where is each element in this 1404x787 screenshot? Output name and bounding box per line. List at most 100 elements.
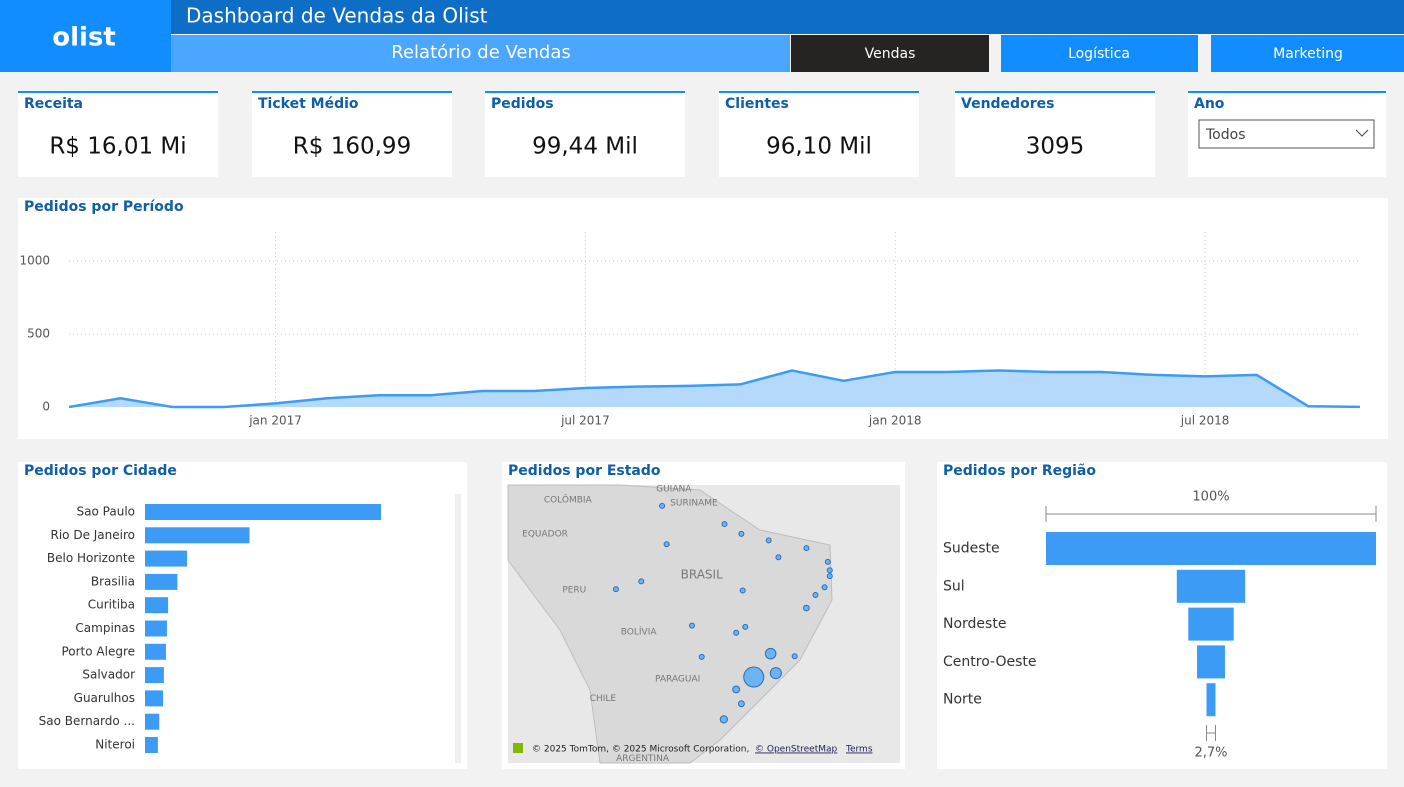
- category-label: Belo Horizonte: [47, 551, 135, 565]
- y-tick-label: 1000: [19, 254, 50, 268]
- funnel-bar: [1206, 683, 1216, 717]
- x-tick-label: jan 2017: [248, 414, 302, 428]
- logo-box: [0, 0, 171, 72]
- map-label: GUIANA: [656, 484, 692, 494]
- bubble: [765, 537, 772, 544]
- kpi-card: [18, 91, 218, 177]
- bar: [145, 667, 164, 684]
- bubble: [737, 700, 745, 708]
- kpi-value: 96,10 Mil: [766, 134, 872, 160]
- funnel-bar: [1188, 607, 1234, 641]
- card-border: [955, 91, 1155, 93]
- kpi-card: [485, 91, 685, 177]
- bubble: [739, 587, 746, 594]
- dropdown-value[interactable]: Todos: [1205, 127, 1245, 143]
- card-border: [252, 91, 452, 93]
- funnel-bottom-label: 2,7%: [1194, 746, 1227, 761]
- bubble: [826, 567, 833, 574]
- kpi-label: Receita: [24, 96, 83, 112]
- dropdown[interactable]: [1198, 119, 1375, 149]
- attribution-link[interactable]: © OpenStreetMap: [755, 745, 838, 755]
- map-label: PERU: [562, 585, 586, 595]
- category-label: Campinas: [75, 621, 135, 635]
- y-tick-label: 500: [27, 327, 50, 341]
- title: Dashboard de Vendas da Olist: [186, 4, 488, 28]
- x-tick-label: jul 2018: [1180, 414, 1230, 428]
- card-border: [485, 91, 685, 93]
- bar: [145, 643, 166, 660]
- bubble: [812, 592, 819, 599]
- subtitle: Relatório de Vendas: [391, 42, 570, 63]
- kpi-card: [955, 91, 1155, 177]
- category-label: Salvador: [82, 668, 135, 682]
- kpi-value: 3095: [1026, 134, 1085, 160]
- bubble: [733, 629, 740, 636]
- area: [69, 370, 1360, 407]
- category-label: Norte: [943, 692, 982, 708]
- bar: [145, 597, 169, 614]
- bracket: [1045, 506, 1377, 522]
- bar: [145, 573, 178, 590]
- bubble: [791, 653, 798, 660]
- category-label: Guarulhos: [74, 691, 135, 705]
- logo: olist: [52, 23, 116, 53]
- kpi-label: Ticket Médio: [258, 96, 359, 112]
- bubble: [743, 666, 765, 688]
- chart-title: Pedidos por Período: [24, 199, 184, 215]
- category-label: Rio De Janeiro: [51, 528, 136, 542]
- category-label: Sudeste: [943, 541, 1000, 557]
- tab[interactable]: [1211, 35, 1404, 72]
- funnel-bar: [1046, 532, 1376, 565]
- category-label: Sao Paulo: [77, 505, 135, 519]
- bracket: [1206, 725, 1216, 741]
- subtitle-bar: [171, 35, 790, 72]
- card-border: [1188, 91, 1386, 93]
- tab-label[interactable]: Marketing: [1273, 46, 1343, 62]
- map-label: CHILE: [590, 694, 617, 704]
- category-label: Nordeste: [943, 616, 1006, 632]
- bar: [145, 620, 167, 637]
- category-label: Porto Alegre: [61, 644, 135, 658]
- panel: [937, 462, 1387, 769]
- bubble: [803, 604, 810, 612]
- title-bar: [171, 0, 1404, 34]
- tab[interactable]: [791, 35, 989, 72]
- funnel-bar: [1197, 645, 1225, 679]
- card-border: [18, 91, 218, 93]
- map-label: BOLÍVIA: [621, 626, 658, 638]
- bubble: [663, 541, 670, 548]
- category-label: Centro-Oeste: [943, 654, 1037, 670]
- bubble: [826, 573, 833, 580]
- bubble: [803, 545, 810, 552]
- bubble: [659, 502, 666, 509]
- tab-label[interactable]: Logística: [1068, 46, 1130, 62]
- x-tick-label: jan 2018: [868, 414, 922, 428]
- funnel-bar: [1176, 569, 1246, 603]
- kpi-card: [252, 91, 452, 177]
- category-label: Sao Bernardo ...: [39, 714, 135, 728]
- bar: [145, 504, 381, 520]
- ms-logo: [513, 743, 523, 753]
- kpi-card: [719, 91, 919, 177]
- line: [68, 369, 1361, 409]
- card-border: [719, 91, 919, 93]
- map-label: PARAGUAI: [655, 675, 700, 685]
- attribution-link[interactable]: Terms: [845, 745, 873, 755]
- category-label: Curitiba: [88, 598, 135, 612]
- tab[interactable]: [1001, 35, 1198, 72]
- tab-label[interactable]: Vendas: [865, 46, 916, 62]
- bubble: [764, 647, 777, 660]
- scrollbar[interactable]: [455, 494, 461, 763]
- kpi-label: Clientes: [725, 96, 789, 112]
- chart-title: Pedidos por Região: [943, 463, 1096, 479]
- map-label: BRASIL: [681, 567, 723, 581]
- dropdown-arrow[interactable]: [1355, 129, 1369, 137]
- bubble: [775, 554, 782, 561]
- bar: [145, 737, 158, 753]
- kpi-label: Vendedores: [961, 96, 1054, 112]
- bar: [145, 713, 160, 730]
- x-tick-label: jul 2017: [560, 414, 610, 428]
- bar: [145, 690, 164, 707]
- chart-title: Pedidos por Estado: [508, 463, 661, 479]
